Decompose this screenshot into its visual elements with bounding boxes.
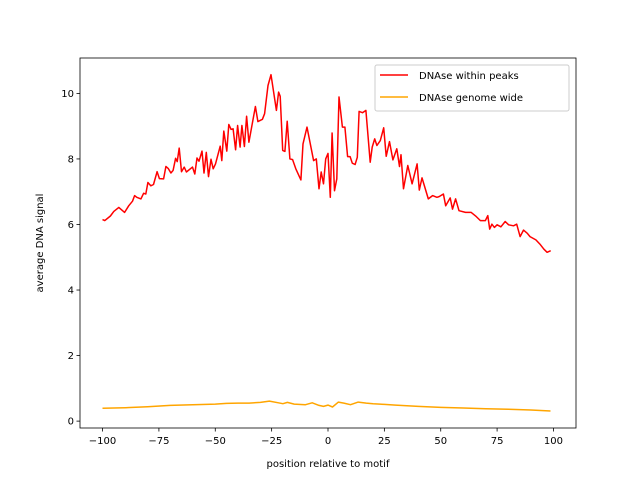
y-axis-label: average DNA signal <box>35 194 46 293</box>
legend-frame <box>374 64 570 112</box>
y-tick-label: 2 <box>68 351 74 362</box>
x-tick-label: 25 <box>378 436 391 447</box>
series-line-0 <box>102 73 552 254</box>
legend-label-within-peaks: DNAse within peaks <box>419 71 519 82</box>
y-tick-label: 8 <box>68 154 74 165</box>
x-tick-label: 50 <box>434 436 447 447</box>
x-tick-label: −50 <box>205 436 226 447</box>
series-lines <box>102 73 552 412</box>
y-tick-label: 4 <box>68 286 74 297</box>
y-tick-label: 10 <box>61 89 74 100</box>
x-axis-ticks: −100 −75 −50 −25 0 25 50 75 100 <box>89 428 563 447</box>
x-tick-label: −75 <box>148 436 169 447</box>
legend-label-genome-wide: DNAse genome wide <box>419 93 523 104</box>
y-axis-ticks: 0 2 4 6 8 10 <box>61 89 80 428</box>
x-tick-label: 75 <box>491 436 504 447</box>
y-tick-label: 0 <box>68 417 74 428</box>
x-tick-label: 0 <box>325 436 331 447</box>
x-tick-label: −100 <box>89 436 116 447</box>
x-tick-label: 100 <box>544 436 563 447</box>
legend: DNAse within peaks DNAse genome wide <box>374 64 570 112</box>
y-tick-label: 6 <box>68 220 74 231</box>
x-tick-label: −25 <box>261 436 282 447</box>
series-line-1 <box>102 400 551 412</box>
x-axis-label: position relative to motif <box>267 459 390 470</box>
